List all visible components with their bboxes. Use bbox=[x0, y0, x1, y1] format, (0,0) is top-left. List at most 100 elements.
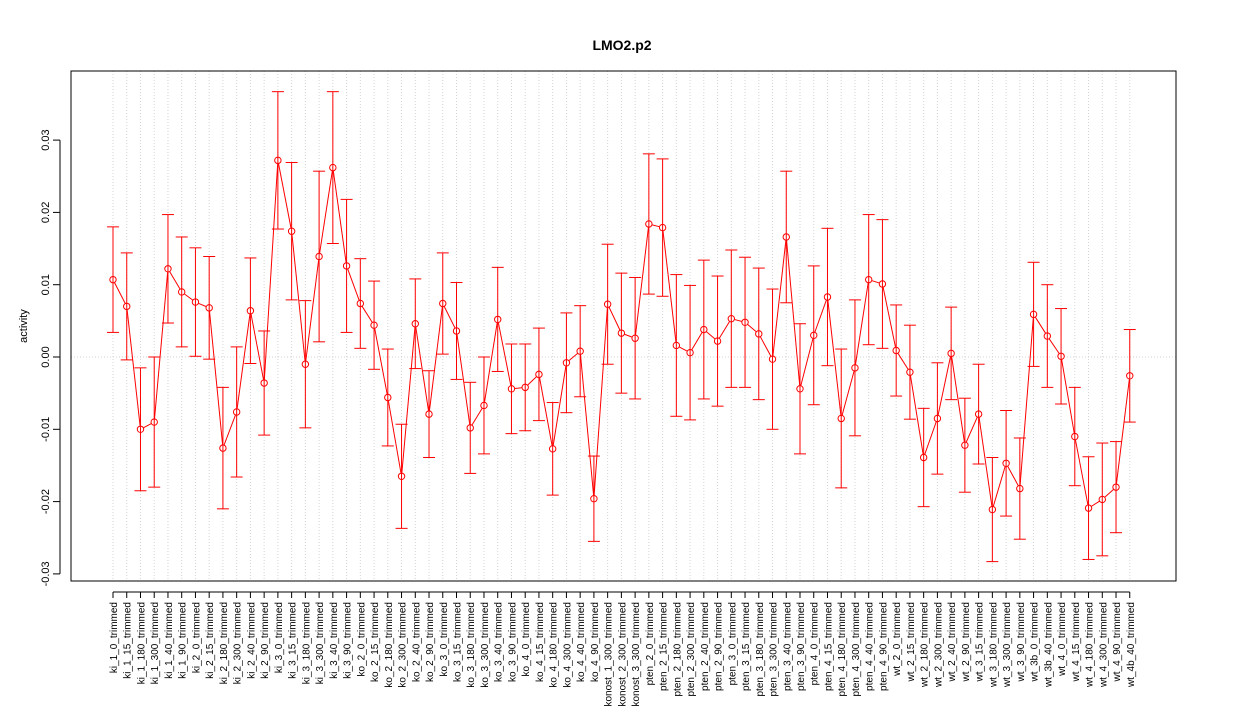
series-segment bbox=[497, 322, 512, 386]
series-segment bbox=[1115, 379, 1130, 484]
data-point bbox=[1084, 504, 1093, 512]
data-point bbox=[370, 321, 378, 329]
x-tick-label: pten_2_180_trimmed bbox=[672, 602, 683, 697]
series-segment bbox=[143, 423, 152, 429]
x-tick-label: ko_3_0_trimmed bbox=[439, 602, 450, 676]
x-tick-label: ko_4_40_trimmed bbox=[576, 602, 587, 682]
x-tick-label: pten_3_0_trimmed bbox=[727, 602, 738, 685]
y-tick-label: -0.01 bbox=[40, 417, 52, 442]
series-segment bbox=[579, 354, 595, 496]
x-tick-label: ko_4_180_trimmed bbox=[549, 602, 560, 688]
data-point bbox=[384, 393, 392, 402]
series-segment bbox=[527, 376, 537, 386]
data-point bbox=[123, 302, 131, 311]
series-segment bbox=[184, 293, 193, 301]
x-tick-label: ko_2_180_trimmed bbox=[384, 602, 395, 688]
x-tick-label: konost_2_300_trimmed bbox=[617, 602, 628, 707]
data-point bbox=[700, 325, 708, 334]
x-tick-label: ko_3_180_trimmed bbox=[466, 602, 477, 688]
data-point bbox=[397, 472, 406, 480]
data-point bbox=[686, 348, 694, 357]
x-tick-label: ki_2_300_trimmed bbox=[233, 602, 244, 684]
series-segment bbox=[897, 353, 909, 370]
x-tick-label: ki_1_90_trimmed bbox=[178, 602, 189, 679]
data-point bbox=[823, 293, 832, 301]
x-tick-label: ki_2_40_trimmed bbox=[246, 602, 257, 679]
data-point bbox=[1016, 484, 1024, 493]
data-point bbox=[136, 425, 145, 433]
y-tick-label: 0.00 bbox=[40, 346, 52, 367]
data-point bbox=[865, 275, 873, 284]
data-point bbox=[205, 304, 213, 312]
series-segment bbox=[871, 280, 880, 284]
x-tick-label: ki_2_180_trimmed bbox=[219, 602, 230, 684]
y-tick-label: 0.03 bbox=[40, 129, 52, 150]
data-point bbox=[796, 385, 804, 393]
series-segment bbox=[198, 302, 207, 307]
x-tick-label: pten_2_40_trimmed bbox=[700, 602, 711, 691]
data-point bbox=[947, 349, 955, 358]
series-segment bbox=[786, 240, 801, 386]
x-tick-label: wt_4b_40_trimmed bbox=[1126, 602, 1137, 688]
x-tick-label: wt_2_0_trimmed bbox=[892, 602, 903, 677]
x-tick-label: pten_3_300_trimmed bbox=[769, 602, 780, 697]
x-tick-label: wt_2_40_trimmed bbox=[947, 602, 958, 682]
x-tick-label: pten_3_40_trimmed bbox=[782, 602, 793, 691]
x-tick-label: wt_4_90_trimmed bbox=[1112, 602, 1123, 682]
x-tick-label: ko_2_40_trimmed bbox=[411, 602, 422, 682]
series-segment bbox=[814, 300, 827, 333]
data-point bbox=[755, 330, 763, 338]
data-point bbox=[164, 265, 172, 273]
series-segment bbox=[760, 336, 772, 357]
series-segment bbox=[1035, 317, 1046, 334]
data-point bbox=[411, 320, 419, 328]
series-segment bbox=[305, 259, 320, 361]
x-tick-label: wt_3b_40_trimmed bbox=[1043, 602, 1054, 688]
data-point bbox=[219, 444, 227, 452]
series-segment bbox=[909, 375, 924, 455]
x-tick-label: ki_3_0_trimmed bbox=[274, 602, 285, 673]
data-point bbox=[590, 495, 598, 503]
series-segment bbox=[624, 333, 633, 338]
x-tick-label: ko_3_40_trimmed bbox=[494, 602, 505, 682]
data-point bbox=[906, 368, 914, 376]
data-point bbox=[1029, 310, 1038, 319]
grid-lines bbox=[71, 71, 1176, 581]
data-point bbox=[741, 318, 749, 326]
series-segment bbox=[169, 271, 181, 290]
x-tick-label: ko_4_0_trimmed bbox=[521, 602, 532, 676]
series-segment bbox=[291, 234, 306, 361]
data-point bbox=[1043, 332, 1052, 340]
series-segment bbox=[662, 231, 677, 343]
series-segment bbox=[387, 400, 402, 473]
y-tick-label: -0.03 bbox=[40, 561, 52, 586]
data-point bbox=[1112, 483, 1120, 491]
series-segment bbox=[951, 356, 965, 442]
x-tick-label: ko_4_300_trimmed bbox=[562, 602, 573, 688]
x-tick-label: wt_4_300_trimmed bbox=[1098, 602, 1109, 688]
x-axis: ki_1_0_trimmed ki_1_15_trimmed ki_1_180_tr… bbox=[109, 591, 1137, 707]
data-point bbox=[658, 223, 667, 232]
x-tick-label: wt_2_90_trimmed bbox=[961, 602, 972, 682]
data-point bbox=[342, 262, 351, 270]
data-point bbox=[150, 418, 158, 426]
series-segment bbox=[456, 334, 471, 425]
x-tick-label: wt_2_15_trimmed bbox=[906, 602, 917, 682]
data-point bbox=[232, 408, 241, 416]
series-segment bbox=[1007, 466, 1019, 486]
series-segment bbox=[1074, 439, 1089, 505]
x-tick-label: pten_3_180_trimmed bbox=[755, 602, 766, 697]
y-axis: -0.03 -0.02 -0.01 0.00 0.01 0.02 0.03 bbox=[40, 129, 61, 586]
x-tick-label: ki_3_180_trimmed bbox=[301, 602, 312, 684]
series-segment bbox=[552, 366, 567, 446]
series-segment bbox=[347, 269, 360, 301]
data-point bbox=[837, 414, 845, 423]
y-tick-label: -0.02 bbox=[40, 489, 52, 514]
series-line bbox=[114, 163, 1130, 507]
data-point bbox=[494, 315, 502, 324]
series-segment bbox=[718, 321, 730, 339]
series-segment bbox=[236, 314, 251, 409]
y-tick-label: 0.02 bbox=[40, 202, 52, 223]
x-tick-label: ko_3_15_trimmed bbox=[453, 602, 464, 682]
